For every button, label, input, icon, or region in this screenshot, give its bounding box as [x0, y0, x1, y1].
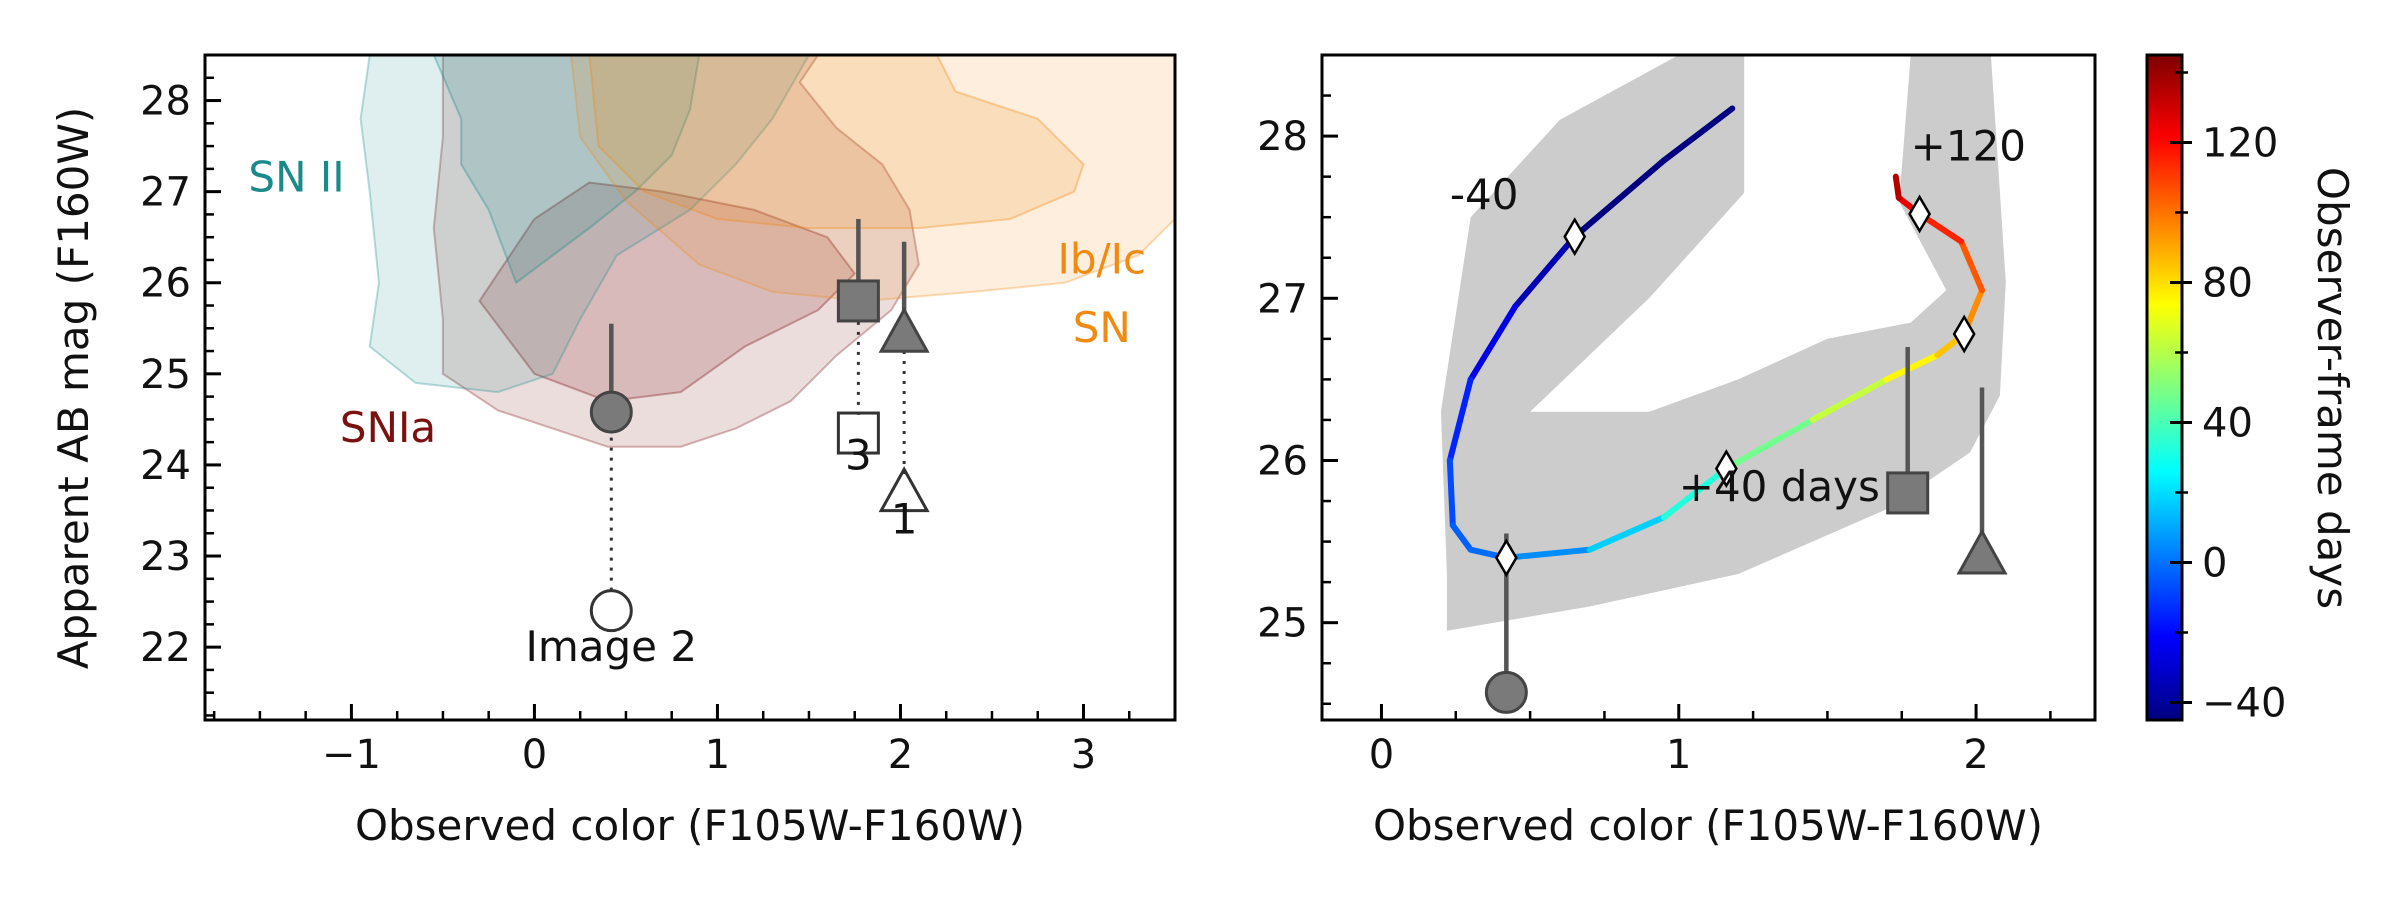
left-x-tick-label: −1 [322, 732, 381, 778]
left-plot-frame [203, 53, 1177, 722]
colorbar-label: Observer-frame days [2308, 167, 2357, 609]
right-annotation: +120 [1911, 121, 2026, 170]
right-annotation: +40 days [1679, 462, 1880, 511]
left-annotation: Image 2 [525, 622, 697, 671]
left-x-tick-label: 1 [705, 732, 730, 778]
track-segment [1660, 465, 1730, 521]
image-3-marker [1886, 471, 1930, 515]
colorbar-tick-label: −40 [2202, 681, 2286, 727]
colorbar: −40 0 40 80 120 Observer-frame days [2145, 53, 2357, 727]
image-3-open-marker [836, 411, 880, 455]
region-label: SNIa [340, 403, 436, 452]
left-y-tick-label: 26 [140, 261, 191, 307]
track-segment [1958, 238, 1986, 294]
colorbar-gradient [2145, 53, 2184, 722]
day-marker-diamond [1908, 194, 1932, 234]
track-segment [1571, 157, 1667, 240]
day-marker-diamond [1952, 314, 1976, 354]
image-1-open-marker [878, 466, 930, 513]
colorbar-tick-label: 0 [2202, 541, 2227, 587]
image-2-marker [1484, 670, 1528, 714]
left-y-tick-label: 27 [140, 170, 191, 216]
right-plot-frame [1320, 53, 2097, 722]
right-band [1440, 55, 2006, 631]
colorbar-tick-label: 40 [2202, 401, 2253, 447]
right-x-axis-label: Observed color (F105W-F160W) [1373, 801, 2043, 850]
image-1-filled-marker [878, 306, 930, 353]
left-y-axis-label: Apparent AB mag (F160W) [49, 107, 98, 670]
left-annotation: 1 [891, 494, 918, 543]
image-2-filled-marker [589, 390, 633, 434]
track-segment [1660, 105, 1736, 164]
right-axes-ticks: 0 1 2 25 26 27 28 [1257, 53, 2052, 778]
left-regions [359, 55, 1175, 448]
track-segment [1883, 352, 1941, 383]
image-1-marker [1956, 528, 2008, 575]
track-segment [1446, 376, 1474, 464]
region-label: SN II [248, 153, 344, 202]
left-y-tick-label: 24 [140, 443, 191, 489]
track-segment [1512, 233, 1578, 310]
track-segment [1446, 457, 1456, 529]
right-y-tick-label: 27 [1257, 276, 1308, 322]
left-y-tick-label: 22 [140, 625, 191, 671]
colorbar-tick-label: 80 [2202, 261, 2253, 307]
track-segment [1809, 376, 1890, 423]
panel-right: +40 days -40 +120 0 1 2 25 26 27 28 Observed col… [1257, 53, 2097, 850]
snia-outer-contour [432, 55, 920, 448]
left-x-axis-label: Observed color (F105W-F160W) [355, 801, 1025, 850]
right-y-tick-label: 25 [1257, 601, 1308, 647]
uncertainty-band [1440, 55, 2006, 631]
track-segment [1723, 416, 1816, 472]
region-label: SN [1073, 303, 1131, 352]
track-segment [1503, 546, 1593, 561]
track-segment [1586, 514, 1667, 553]
sn-ii-inner-contour [432, 55, 701, 285]
right-x-tick-label: 2 [1963, 732, 1988, 778]
image-3-filled-marker [836, 279, 880, 323]
left-x-tick-label: 3 [1071, 732, 1096, 778]
right-x-tick-label: 0 [1369, 732, 1394, 778]
colorbar-tick-label: 120 [2202, 121, 2278, 167]
right-x-tick-label: 1 [1666, 732, 1691, 778]
sn-ii-outer-contour [359, 55, 811, 394]
left-markers: Image 2 31 [525, 218, 930, 671]
right-annotation: -40 [1450, 170, 1519, 219]
left-annotation: 3 [845, 430, 872, 479]
left-region-labels: SNIa SN II SN Ib/Ic [248, 153, 1146, 453]
sn-ib-ic-outer-contour [569, 55, 1175, 303]
left-y-tick-label: 25 [140, 352, 191, 398]
left-x-tick-label: 2 [888, 732, 913, 778]
day-marker-diamond [1494, 538, 1518, 578]
left-y-tick-label: 28 [140, 79, 191, 125]
day-marker-diamond [1714, 449, 1738, 489]
track-segment [1892, 173, 1902, 201]
region-label: Ib/Ic [1057, 235, 1146, 284]
sn-ib-ic-inner-contour [588, 55, 1085, 230]
left-x-tick-label: 0 [522, 732, 547, 778]
image-2-open-marker [589, 589, 633, 633]
track-segment [1467, 303, 1519, 383]
right-y-tick-label: 28 [1257, 114, 1308, 160]
day-marker-diamond [1563, 217, 1587, 257]
right-markers [1484, 194, 2008, 714]
right-annotations: +40 days -40 +120 [1450, 121, 2026, 511]
track-segment [1449, 522, 1474, 553]
colorbar-ticks: −40 0 40 80 120 [2170, 71, 2286, 727]
left-y-tick-label: 23 [140, 534, 191, 580]
right-y-tick-label: 26 [1257, 438, 1308, 484]
